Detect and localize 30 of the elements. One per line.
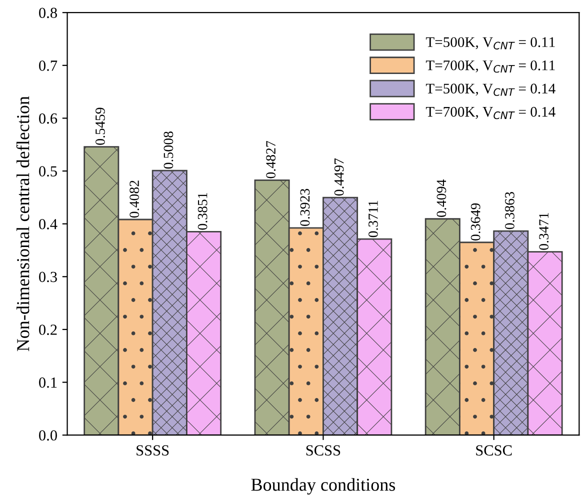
y-tick-label: 0.5 [39, 166, 57, 177]
y-tick-label: 0.0 [39, 430, 57, 441]
data-label: 0.3863 [505, 192, 514, 230]
data-label: 0.3851 [198, 192, 208, 230]
data-label: 0.4497 [334, 158, 344, 196]
data-label: 0.5008 [164, 132, 174, 169]
legend-label: T=700K, V$_{CNT}$ = 0.14 [426, 106, 556, 120]
y-tick-label: 0.6 [39, 113, 58, 124]
legend-label: T=500K, V$_{CNT}$ = 0.14 [426, 84, 556, 96]
x-tick-label: SCSS [306, 445, 340, 456]
data-label: 0.3923 [300, 188, 310, 226]
data-label: 0.4082 [130, 180, 140, 218]
y-tick-label: 0.1 [39, 377, 57, 388]
y-tick-label: 0.3 [39, 272, 57, 282]
data-label: 0.3471 [539, 213, 549, 250]
y-axis-title: Non-dimensional central deflection [16, 96, 30, 352]
data-label: 0.4827 [266, 140, 276, 178]
y-tick-label: 0.8 [39, 8, 57, 18]
data-label: 0.4094 [436, 180, 446, 217]
y-tick-label: 0.4 [39, 218, 58, 230]
x-axis-title: Bounday conditions [251, 478, 396, 495]
x-tick-label: SCSC [476, 445, 512, 456]
legend-label: T=700K, V$_{CNT}$ = 0.11 [426, 60, 555, 73]
y-tick-label: 0.7 [39, 60, 58, 71]
x-tick-label: SSSS [136, 445, 169, 456]
data-label: 0.3649 [470, 203, 480, 240]
y-tick-label: 0.2 [39, 324, 57, 335]
data-label: 0.5459 [96, 108, 105, 145]
legend-label: T=500K, V$_{CNT}$ = 0.11 [426, 37, 555, 50]
data-label: 0.3711 [368, 200, 378, 238]
